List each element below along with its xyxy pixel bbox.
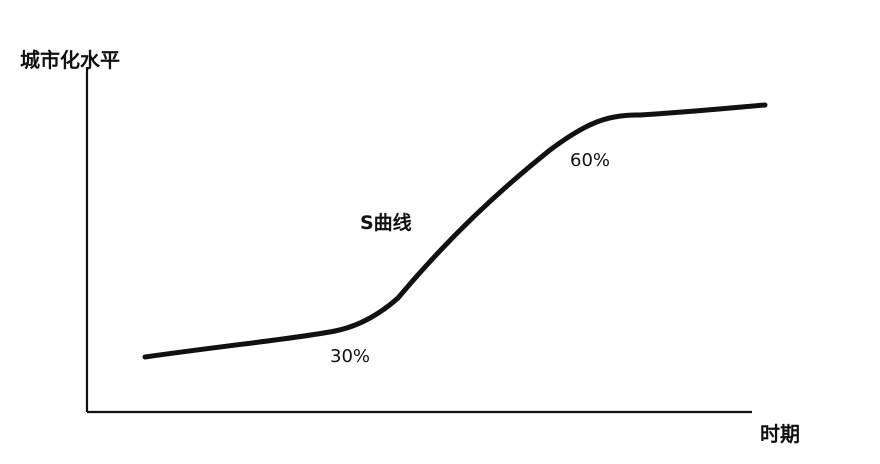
- y-axis-title: 城市化水平: [20, 48, 120, 72]
- s-curve: [142, 102, 768, 360]
- x-axis-title: 时期: [760, 422, 800, 446]
- threshold-low-label: 30%: [330, 346, 371, 367]
- curve-label: S曲线: [360, 212, 412, 234]
- threshold-high-label: 60%: [570, 150, 611, 171]
